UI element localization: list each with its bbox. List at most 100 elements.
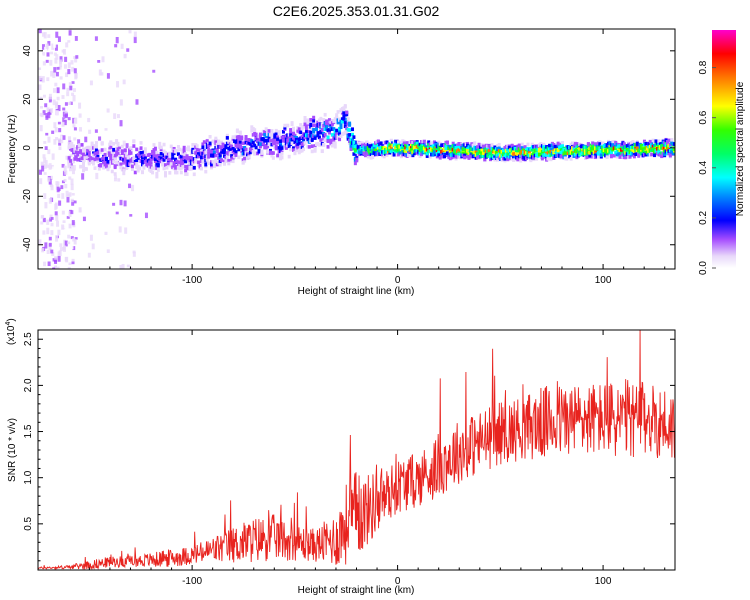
spectrogram-noise-cell [57,121,61,125]
spectrogram-ridge-cell [156,153,160,158]
spectrogram-ridge-cell [463,153,467,158]
spectrogram-ridge-cell [161,162,165,167]
spectrogram-ridge-cell [74,155,78,160]
spectrogram-ridge-cell [258,135,262,139]
spectrogram-x-ticks: -100 0 100 [88,29,666,286]
spectrogram-ridge-cell [76,157,80,162]
spectrogram-noise-cell [41,76,45,83]
spectrogram-ridge-cell [175,148,179,153]
spectrogram-noise-cell [67,241,71,245]
spectrogram-ridge-cell [256,139,260,143]
spectrogram-ridge-cell [244,137,248,141]
spectrogram-ridge-cell [568,154,572,159]
spectrogram-ridge-cell [556,141,560,146]
spectrogram-noise-cell [45,132,49,136]
spectrogram-noise-cell [95,172,99,180]
spectrogram-ridge-cell [132,139,136,144]
spectrogram-ridge-cell [586,142,590,147]
spectrogram-ridge-cell [77,143,81,147]
spectrogram-ridge-cell [319,138,323,142]
spectrogram-noise-cell [43,157,47,164]
spectrogram-noise-cell [42,154,46,159]
spectrogram-ridge-cell [84,167,88,171]
spectrogram-ridge-cell [283,123,287,128]
spectrogram-noise-cell [54,265,58,269]
spectrogram-ridge-cell [80,143,84,147]
spectrogram-ridge-cell [135,158,139,163]
spectrogram-ridge-cell [371,155,375,159]
snr-y-tick-label: 1.0 [23,470,34,484]
spectrogram-ridge-cell [313,149,317,153]
spectrogram-ridge-cell [148,152,152,157]
spectrogram-noise-cell [131,233,135,239]
spectrogram-ridge-cell [333,144,337,149]
spectrogram-ridge-cell [522,148,526,152]
spectrogram-ridge-cell [103,152,107,157]
spectrogram-noise-cell [123,200,127,207]
spectrogram-panel: -100 0 100 -40 -20 0 20 40 Height of straight … [7,28,676,297]
spectrogram-ridge-cell [457,148,461,152]
spectrogram-ridge-cell [102,156,106,160]
spectrogram-ridge-cell [165,155,169,160]
spectrogram-noise-cell [117,178,121,182]
spectrogram-noise-cell [49,175,53,181]
spectrogram-ridge-cell [349,144,353,148]
spectrogram-ridge-cell [614,140,618,145]
spectrogram-ridge-cell [268,138,272,143]
spectrogram-noise-cell [46,249,50,254]
spectrogram-ridge-cell [338,128,342,133]
spectrogram-ridge-cell [153,146,157,151]
spectrogram-ridge-cell [325,124,329,128]
spectrogram-noise-cell [68,223,72,229]
spectrogram-noise-cell [53,139,57,145]
spectrogram-noise-cell [74,209,78,213]
spectrogram-ridge-cell [235,145,239,149]
spectrogram-ridge-cell [306,120,310,125]
spectrogram-noise-cell [135,185,139,191]
spectrogram-ridge-cell [227,161,231,166]
spectrogram-noise-cell [40,161,44,166]
spectrogram-ridge-cell [412,140,416,144]
spectrogram-ridge-cell [195,144,199,148]
spectrogram-ridge-cell [187,147,191,152]
spectrogram-noise-cell [46,77,50,82]
spectrogram-ridge-cell [287,144,291,149]
spectrogram-noise-cell [39,96,43,100]
spectrogram-ridge-cell [109,156,113,160]
spectrogram-ridge-cell [345,112,349,117]
spectrogram-noise-cell [71,261,75,265]
spectrogram-ridge-cell [238,130,242,135]
spectrogram-ridge-cell [161,160,165,165]
spectrogram-ridge-cell [140,170,144,175]
spectrogram-noise-cell [61,210,65,215]
spectrogram-ridge-cell [594,142,598,146]
spectrogram-ridge-cell [352,135,356,139]
spectrogram-ridge-cell [113,172,117,176]
spectrogram-ridge-cell [494,150,498,154]
spectrogram-noise-cell [49,59,53,66]
spectrogram-ridge-cell [601,141,605,146]
spectrogram-ridge-cell [130,167,134,171]
spectrogram-ridge-cell [253,152,257,156]
spectrogram-ridge-cell [290,137,294,142]
spectrogram-ridge-cell [560,144,564,148]
spectrogram-noise-cell [42,61,46,66]
spectrogram-ridge-cell [312,123,316,128]
spectrogram-ridge-cell [280,151,284,156]
spectrogram-ridge-cell [92,160,96,164]
spectrogram-noise-cell [47,122,51,130]
spectrogram-noise-cell [54,103,58,109]
spectrogram-noise-cell [62,117,66,123]
spectrogram-ridge-cell [335,115,339,120]
spectrogram-ridge-cell [181,165,185,169]
spectrogram-noise-cell [67,136,71,141]
spectrogram-ridge-cell [123,148,127,153]
spectrogram-ridge-cell [90,156,94,161]
spectrogram-ridge-cell [615,149,619,154]
spectrogram-ridge-cell [205,158,209,162]
spectrogram-ridge-cell [123,156,127,161]
spectrogram-ridge-cell [310,149,314,154]
spectrogram-noise-cell [38,183,42,191]
spectrogram-ridge-cell [149,157,153,162]
spectrogram-ridge-cell [204,169,208,174]
